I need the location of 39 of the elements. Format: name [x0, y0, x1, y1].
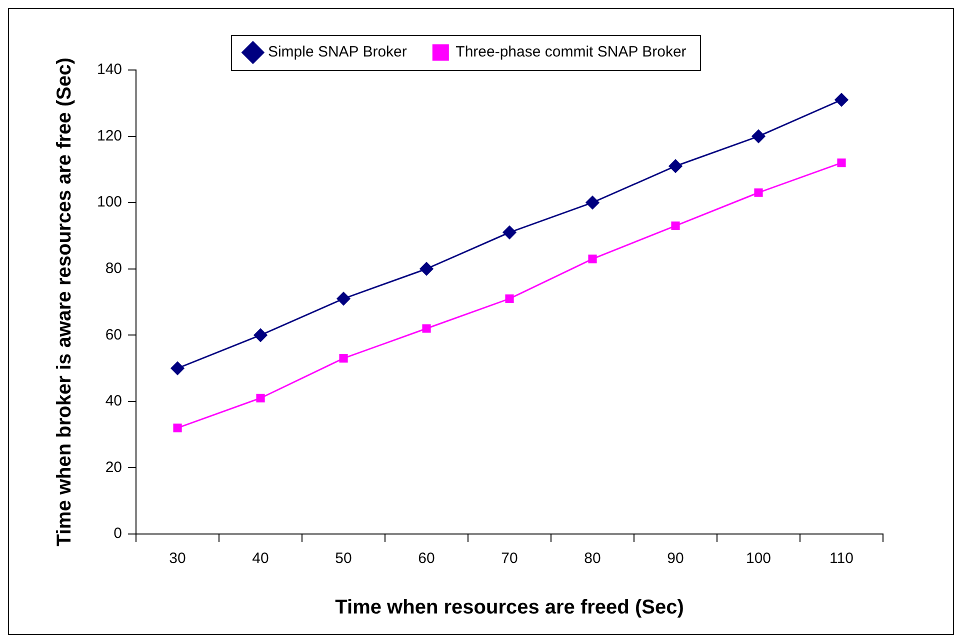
x-tick-label: 60 — [418, 550, 435, 568]
x-tick-label: 90 — [667, 550, 684, 568]
y-tick-label: 140 — [96, 61, 122, 78]
point — [256, 394, 265, 402]
point — [754, 188, 763, 197]
point — [505, 294, 514, 303]
point — [254, 328, 268, 342]
point — [173, 424, 182, 432]
x-tick-label: 100 — [746, 550, 772, 568]
point — [671, 221, 680, 230]
x-tick-label: 40 — [252, 550, 269, 568]
y-axis-title: Time when broker is aware resources are free (Sec) — [54, 58, 76, 546]
y-tick-label: 0 — [114, 525, 122, 542]
x-tick-label: 110 — [830, 550, 854, 568]
y-tick-label: 40 — [105, 392, 122, 410]
legend-label: Simple SNAP Broker — [268, 44, 407, 61]
x-axis-title: Time when resources are freed (Sec) — [335, 596, 684, 619]
x-tick-label: 80 — [584, 550, 601, 568]
y-tick-label: 120 — [96, 127, 122, 144]
y-tick-label: 80 — [105, 260, 122, 277]
point — [588, 254, 597, 264]
point — [837, 158, 846, 168]
x-tick-label: 30 — [169, 550, 186, 568]
x-tick-label: 50 — [335, 550, 352, 568]
point — [752, 130, 766, 144]
point — [420, 262, 434, 276]
point — [668, 159, 682, 173]
point — [586, 196, 600, 210]
point — [336, 292, 350, 306]
point — [502, 226, 516, 240]
legend-label: Three-phase commit SNAP Broker — [456, 44, 686, 61]
x-tick-label: 70 — [501, 550, 518, 568]
y-tick-label: 20 — [105, 458, 122, 476]
point — [422, 324, 431, 333]
point — [170, 362, 184, 376]
y-tick-label: 60 — [105, 326, 122, 344]
point — [339, 354, 348, 363]
point — [834, 93, 848, 107]
y-tick-label: 100 — [96, 194, 122, 211]
